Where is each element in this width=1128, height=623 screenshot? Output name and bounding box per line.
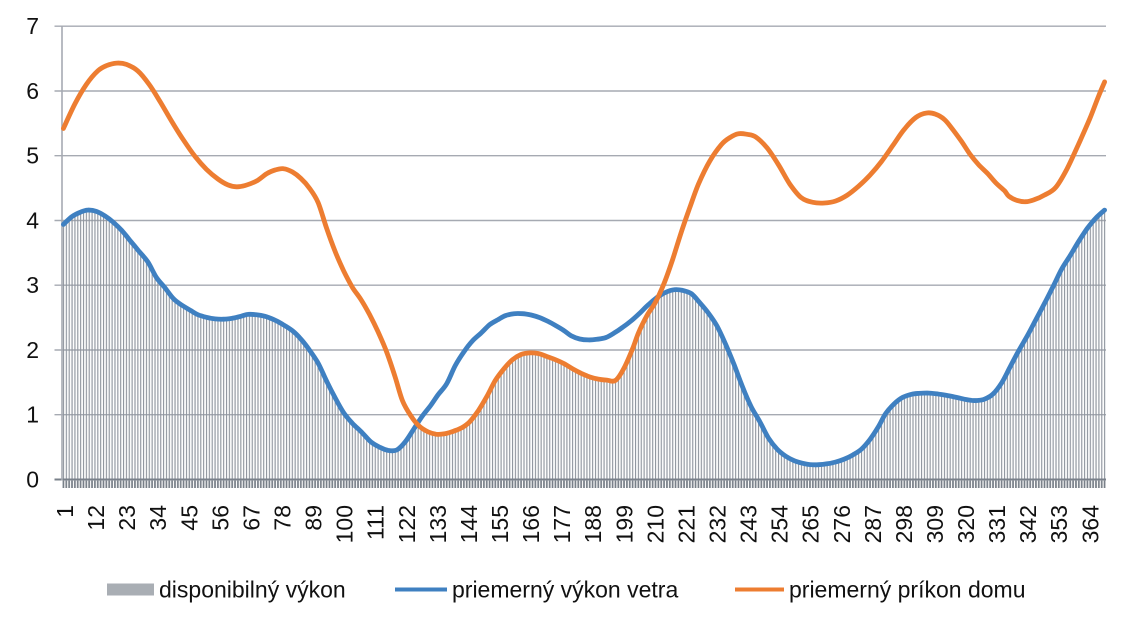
svg-text:4: 4	[26, 208, 39, 234]
svg-text:331: 331	[984, 505, 1010, 543]
svg-text:309: 309	[922, 505, 948, 543]
svg-text:89: 89	[301, 505, 327, 531]
svg-text:342: 342	[1015, 505, 1041, 543]
svg-text:177: 177	[549, 505, 575, 543]
svg-text:67: 67	[238, 505, 264, 531]
svg-text:34: 34	[145, 505, 171, 531]
svg-text:221: 221	[673, 505, 699, 543]
svg-text:56: 56	[207, 505, 233, 531]
svg-text:priemerný príkon domu: priemerný príkon domu	[789, 577, 1026, 603]
svg-text:122: 122	[394, 505, 420, 543]
svg-text:133: 133	[425, 505, 451, 543]
svg-text:243: 243	[736, 505, 762, 543]
svg-text:144: 144	[456, 505, 482, 544]
svg-text:199: 199	[611, 505, 637, 543]
svg-text:320: 320	[953, 505, 979, 543]
svg-text:254: 254	[767, 505, 793, 544]
svg-text:1: 1	[52, 505, 78, 518]
svg-text:disponibilný výkon: disponibilný výkon	[159, 577, 346, 603]
svg-text:2: 2	[26, 337, 39, 363]
svg-text:23: 23	[114, 505, 140, 531]
svg-text:45: 45	[176, 505, 202, 531]
svg-text:298: 298	[891, 505, 917, 543]
svg-text:5: 5	[26, 143, 39, 169]
svg-text:12: 12	[83, 505, 109, 531]
svg-text:287: 287	[860, 505, 886, 543]
svg-text:210: 210	[642, 505, 668, 543]
svg-text:166: 166	[518, 505, 544, 543]
svg-text:priemerný výkon vetra: priemerný výkon vetra	[452, 577, 678, 603]
svg-text:353: 353	[1046, 505, 1072, 543]
svg-text:6: 6	[26, 78, 39, 104]
svg-text:7: 7	[26, 13, 39, 39]
svg-text:265: 265	[798, 505, 824, 543]
svg-text:155: 155	[487, 505, 513, 543]
svg-text:276: 276	[829, 505, 855, 543]
svg-text:364: 364	[1077, 505, 1103, 544]
svg-text:78: 78	[270, 505, 296, 531]
svg-text:111: 111	[363, 505, 389, 540]
svg-text:0: 0	[26, 467, 39, 493]
svg-text:3: 3	[26, 272, 39, 298]
svg-text:232: 232	[705, 505, 731, 543]
svg-text:100: 100	[332, 505, 358, 543]
svg-text:188: 188	[580, 505, 606, 543]
svg-text:1: 1	[26, 402, 39, 428]
